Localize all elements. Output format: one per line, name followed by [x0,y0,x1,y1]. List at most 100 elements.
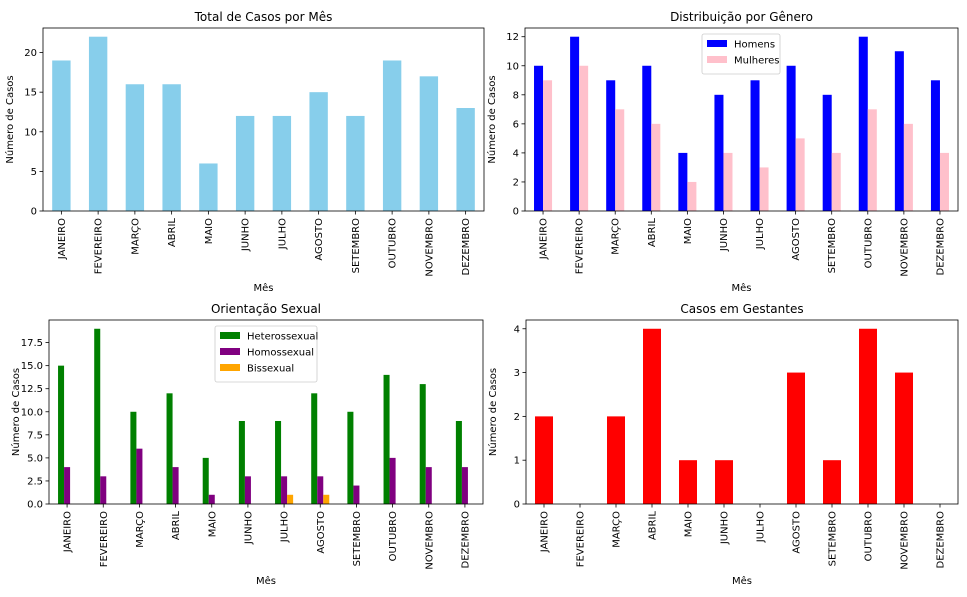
bar-junho [715,460,733,504]
bar-outubro-homossexual [389,457,396,504]
x-tick-label-maio: MAIO [684,511,695,537]
x-tick-label-abril: ABRIL [647,218,658,248]
bar-novembro [419,76,439,211]
x-tick-label-outubro: OUTUBRO [388,218,399,268]
x-axis-label: Mês [732,575,752,587]
x-tick-label-fevereiro: FEVEREIRO [94,218,105,274]
x-tick-label-maio: MAIO [683,218,694,244]
bar-maio-homossexual [208,494,215,504]
x-tick-label-dezembro: DEZEMBRO [935,218,946,276]
bar-dezembro [456,108,475,211]
bar-outubro-heterossexual [383,374,390,504]
bar-junho-homossexual [244,476,251,504]
y-tick-label: 6 [513,119,519,130]
x-axis-label: Mês [254,282,274,294]
bar-junho-homens [714,94,724,211]
bar-janeiro [52,60,71,212]
x-tick-label-abril: ABRIL [648,511,659,541]
bar-agosto-heterossexual [311,393,318,504]
bar-junho-mulheres [723,152,733,211]
x-tick-label-janeiro: JANEIRO [63,511,74,553]
x-tick-label-fevereiro: FEVEREIRO [575,218,586,274]
x-tick-label-marco: MARÇO [135,511,146,548]
y-tick-label: 4 [514,324,520,335]
legend: Heterossexual Homossexual Bissexual [214,325,318,383]
legend-label-homens: Homens [734,40,775,51]
y-tick-label: 12.5 [21,384,43,395]
bar-setembro-homens [822,94,832,211]
bar-novembro-homens [894,51,904,211]
bar-marco [125,84,145,211]
bar-fevereiro-homens [570,36,580,212]
x-tick-label-abril: ABRIL [167,218,178,248]
bar-marco-homens [606,80,616,211]
bar-dezembro-heterossexual [455,420,462,504]
legend: Homens Mulheres [701,33,781,75]
legend-label-bissexual: Bissexual [247,364,294,375]
bar-maio [199,163,218,211]
y-tick-label: 0 [513,207,519,218]
x-tick-label-setembro: SETEMBRO [828,511,839,567]
y-tick-label: 15 [24,88,37,99]
x-tick-label-junho: JUNHO [720,511,731,545]
bar-fevereiro-heterossexual [94,328,101,504]
x-tick-label-novembro: NOVEMBRO [900,511,911,570]
chart-distribuicao-por-genero: 0 2 4 6 8 10 12 JANEIRO FEVEREIRO MARÇO ABRIL MAIO J… [486,10,959,294]
x-tick-label-fevereiro: FEVEREIRO [576,511,587,567]
x-tick-label-agosto: AGOSTO [316,511,327,554]
bar-junho-heterossexual [238,420,245,504]
bar-outubro [382,60,402,212]
bar-maio-mulheres [687,181,697,211]
bar-fevereiro [88,36,108,212]
chart-total-de-casos-por-mes: 0 5 10 15 20 JANEIRO FEVEREIRO MARÇO ABRIL MAIO JU… [4,10,485,294]
chart-casos-em-gestantes: 0 1 2 3 4 JANEIRO FEVEREIRO MARÇO ABRIL MAIO JUNHO… [487,302,959,587]
x-tick-label-janeiro: JANEIRO [57,218,68,260]
y-tick-label: 2.5 [27,476,43,487]
chart-title: Distribuição por Gênero [670,10,813,24]
bar-janeiro-mulheres [543,80,553,211]
bar-marco-heterossexual [130,411,137,504]
y-tick-label: 10.0 [21,407,43,418]
bar-setembro-heterossexual [347,411,354,504]
x-axis-label: Mês [732,282,752,294]
x-tick-label-junho: JUNHO [719,218,730,252]
x-tick-label-maio: MAIO [207,511,218,537]
legend-swatch-homens [707,40,727,47]
legend-swatch-mulheres [707,56,727,63]
x-tick-label-outubro: OUTUBRO [864,511,875,561]
bar-agosto-mulheres [795,138,805,211]
y-tick-label: 10 [506,61,519,72]
bar-agosto-homossexual [317,476,324,504]
chart-orientacao-sexual: 0.0 2.5 5.0 7.5 10.0 12.5 15.0 17.5 JANEIRO FEVER… [10,302,484,587]
bar-julho-heterossexual [275,420,282,504]
chart-title: Casos em Gestantes [680,302,803,316]
legend-swatch-bissexual [220,364,240,371]
bar-julho-bissexual [287,494,294,504]
y-tick-label: 20 [24,48,37,59]
y-tick-label: 2 [514,412,520,423]
axes-frame [524,27,959,212]
bar-novembro-mulheres [903,123,913,211]
y-axis-label: Número de Casos [4,75,16,163]
y-tick-label: 12 [506,32,519,43]
bar-maio-heterossexual [202,457,209,504]
y-tick-label: 7.5 [27,430,43,441]
legend-label-heterossexual: Heterossexual [247,332,318,343]
x-tick-label-dezembro: DEZEMBRO [936,511,947,569]
x-tick-label-abril: ABRIL [171,511,182,541]
bar-maio [679,460,697,504]
bar-marco [607,416,625,504]
bar-setembro [823,460,841,504]
x-tick-label-fevereiro: FEVEREIRO [99,511,110,567]
y-tick-label: 8 [513,90,519,101]
bar-julho-homens [750,80,760,211]
y-tick-label: 0 [514,500,520,511]
bar-marco-mulheres [615,109,625,211]
bar-fevereiro-homossexual [100,476,107,504]
x-tick-label-julho: JULHO [280,511,291,543]
bar-marco-homossexual [136,448,143,504]
x-tick-label-setembro: SETEMBRO [352,511,363,567]
y-tick-label: 1 [514,456,520,467]
bar-novembro-heterossexual [419,384,426,504]
